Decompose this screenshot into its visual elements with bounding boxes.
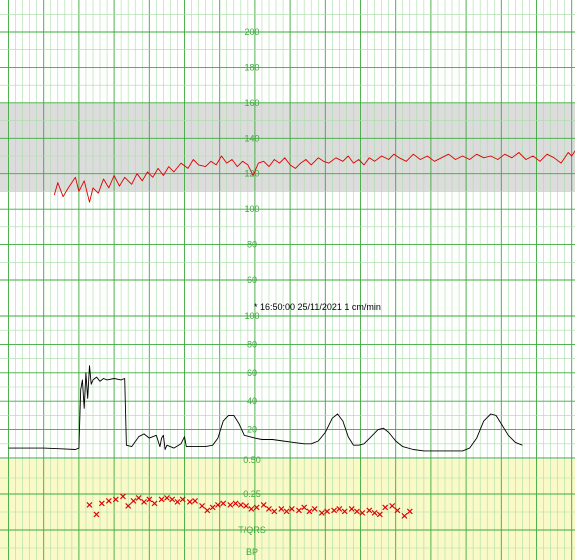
background-bands — [0, 102, 575, 560]
st-markers: ××××××××××××××××××××××××××××××××××××××××… — [85, 492, 414, 522]
st-marker: × — [129, 496, 137, 507]
st-marker: × — [198, 501, 206, 512]
st-marker: × — [242, 501, 250, 512]
st-marker: × — [393, 505, 401, 516]
st-scale-label: 0.50 — [243, 455, 261, 465]
st-marker: × — [135, 493, 143, 504]
st-marker: × — [214, 500, 222, 511]
st-marker: × — [265, 504, 273, 515]
st-marker: × — [260, 500, 268, 511]
st-marker: × — [277, 504, 285, 515]
st-marker: × — [191, 496, 199, 507]
st-marker: × — [98, 499, 106, 510]
st-marker: × — [92, 509, 100, 520]
st-event-band — [0, 460, 575, 560]
st-marker: × — [300, 503, 308, 514]
toco-scale-label: 60 — [247, 368, 257, 378]
st-marker: × — [163, 493, 171, 504]
st-marker: × — [318, 508, 326, 519]
st-marker: × — [335, 504, 343, 515]
st-marker: × — [381, 503, 389, 514]
toco-trace — [8, 365, 523, 452]
fhr-scale-label: 120 — [244, 169, 259, 179]
st-marker: × — [179, 494, 187, 505]
fhr-scale-label: 60 — [247, 275, 257, 285]
fhr-trace — [53, 150, 575, 203]
st-marker: × — [173, 497, 181, 508]
st-marker: × — [208, 503, 216, 514]
st-marker: × — [376, 509, 384, 520]
st-marker: × — [406, 507, 414, 518]
st-marker: × — [400, 511, 408, 522]
toco-scale-label: 20 — [247, 425, 257, 435]
toco-scale-label: 40 — [247, 396, 257, 406]
st-marker: × — [203, 505, 211, 516]
chart-traces — [8, 150, 575, 452]
st-marker: × — [305, 507, 313, 518]
st-marker: × — [295, 505, 303, 516]
st-marker: × — [323, 507, 331, 518]
fhr-scale-label: 160 — [244, 98, 259, 108]
st-marker: × — [353, 507, 361, 518]
st-marker: × — [340, 507, 348, 518]
st-marker: × — [124, 501, 132, 512]
st-marker: × — [237, 500, 245, 511]
fhr-scale-label: 100 — [244, 204, 259, 214]
fhr-scale-label: 80 — [247, 240, 257, 250]
st-marker: × — [150, 499, 158, 510]
st-marker: × — [226, 500, 234, 511]
st-marker: × — [157, 494, 165, 505]
st-marker: × — [140, 497, 148, 508]
st-marker: × — [119, 492, 127, 503]
st-marker: × — [358, 508, 366, 519]
st-marker: × — [348, 504, 356, 515]
st-marker: × — [311, 504, 319, 515]
st-marker: × — [388, 501, 396, 512]
fhr-scale-label: 200 — [244, 27, 259, 37]
st-marker: × — [252, 503, 260, 514]
st-marker: × — [168, 494, 176, 505]
st-marker: × — [112, 494, 120, 505]
st-scale-label: T/QRS — [238, 525, 266, 535]
st-scale-label: BP — [246, 547, 258, 557]
st-marker: × — [365, 505, 373, 516]
st-marker: × — [270, 507, 278, 518]
toco-scale-label: 100 — [244, 311, 259, 321]
st-marker: × — [186, 497, 194, 508]
fhr-scale-label: 140 — [244, 133, 259, 143]
st-marker: × — [330, 505, 338, 516]
toco-scale-label: 80 — [247, 339, 257, 349]
timestamp-label: * 16:50:00 25/11/2021 1 cm/min — [254, 302, 381, 312]
st-marker: × — [282, 507, 290, 518]
st-marker: × — [219, 499, 227, 510]
st-marker: × — [231, 499, 239, 510]
scale-labels: 200 180 160 140 120 100 80 60 100 80 60 40 20 0.50 0.2… — [238, 27, 266, 557]
st-marker: × — [288, 504, 296, 515]
normal-range-band — [0, 102, 575, 192]
st-marker: × — [370, 508, 378, 519]
st-marker: × — [105, 496, 113, 507]
st-marker: × — [85, 500, 93, 511]
fhr-scale-label: 180 — [244, 62, 259, 72]
st-marker: × — [145, 494, 153, 505]
st-marker: × — [247, 504, 255, 515]
st-scale-label: 0.25 — [243, 489, 261, 499]
